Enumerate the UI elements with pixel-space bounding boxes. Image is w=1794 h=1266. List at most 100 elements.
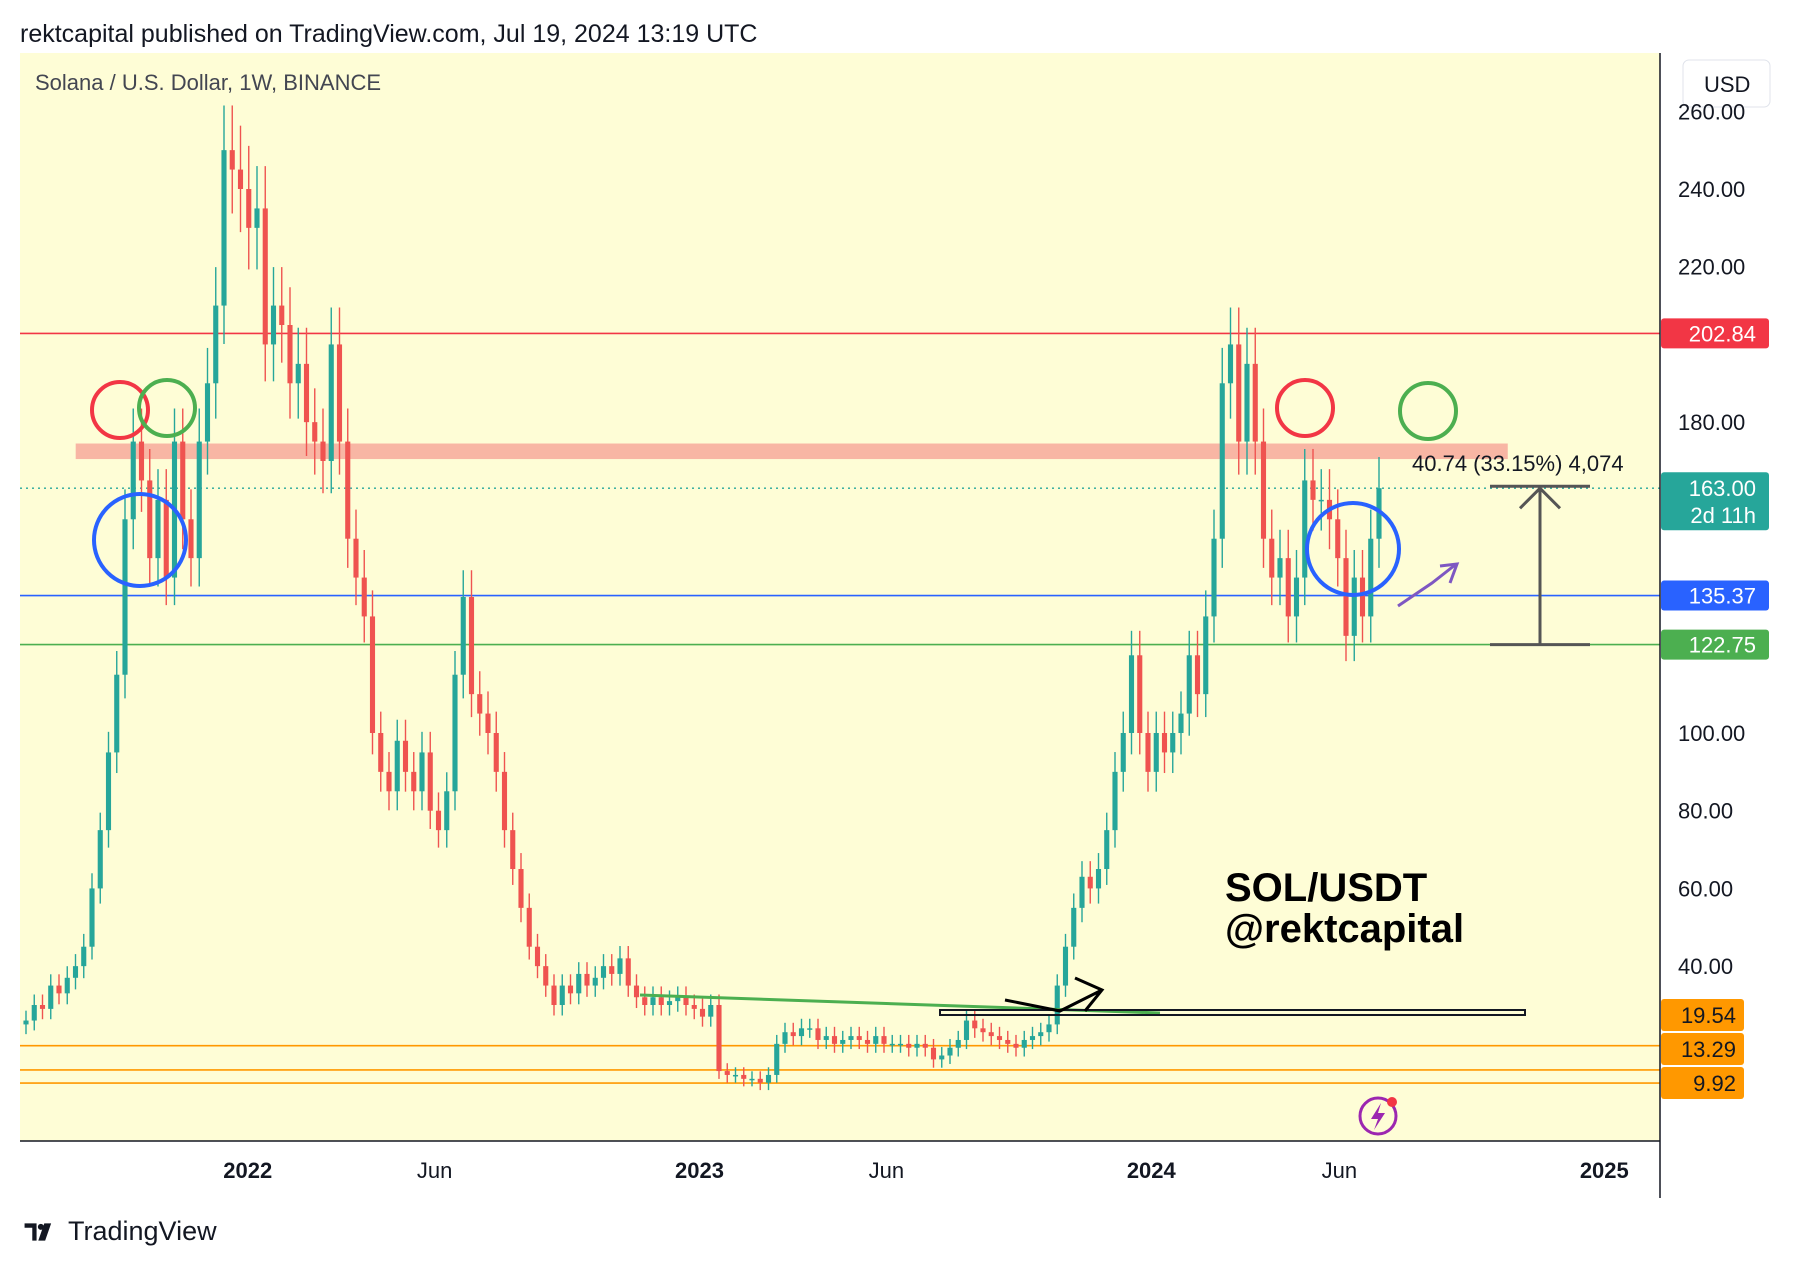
x-tick-label: 2025 (1580, 1158, 1629, 1183)
candle-body (188, 519, 194, 559)
purple-arrow-shaft (1397, 563, 1456, 608)
candle-body (147, 480, 153, 559)
candle-body (213, 305, 219, 384)
candle-body (1038, 1032, 1044, 1037)
candle-body (295, 363, 301, 384)
watermark-symbol: SOL/USDT (1225, 866, 1427, 910)
publish-attribution: rektcapital published on TradingView.com… (20, 20, 758, 48)
candle-body (980, 1028, 986, 1033)
candle-body (988, 1032, 994, 1037)
candle-body (765, 1074, 772, 1083)
candle-body (609, 966, 615, 974)
current-price-tag: 163.00 (1689, 476, 1756, 501)
candle-body (906, 1043, 912, 1048)
candle-body (246, 189, 252, 228)
price-tag-0: 202.84 (1689, 321, 1756, 346)
tradingview-logo-icon (24, 1222, 52, 1241)
candle-body (1046, 1024, 1052, 1033)
candle-body (996, 1036, 1003, 1040)
candle-body (963, 1020, 970, 1040)
footer: TradingView (20, 1216, 217, 1247)
red-circle-marker (90, 380, 150, 440)
candle-body (633, 985, 640, 998)
candle-body (386, 771, 392, 792)
candle-body (534, 946, 541, 967)
candle-body (130, 441, 136, 520)
candle-body (196, 441, 202, 559)
candle-body (402, 740, 409, 772)
candle-body (411, 771, 417, 792)
candle-body (435, 810, 442, 831)
candle-body (1285, 558, 1291, 617)
candle-body (1219, 383, 1225, 539)
blue-circle-marker (1305, 501, 1401, 597)
price-tag-1-bg (1661, 580, 1769, 611)
candle-body (1145, 733, 1151, 772)
red-circle-marker (1275, 378, 1335, 438)
candle-body (823, 1036, 829, 1040)
candle-body (1302, 480, 1308, 578)
candle-body (1203, 616, 1209, 695)
candle-body (39, 1005, 46, 1009)
resistance-zone (75, 443, 1508, 460)
candle-body (947, 1047, 953, 1056)
candle-body (72, 966, 79, 978)
candle-body (31, 1005, 37, 1021)
candle-body (1095, 869, 1102, 889)
candle-body (1277, 558, 1283, 578)
candle-body (1244, 363, 1250, 442)
green-circle-marker (137, 378, 197, 438)
candle-body (378, 733, 384, 772)
candle-body (1351, 577, 1357, 636)
candle-body (831, 1036, 838, 1044)
orange-tag-bg-2 (1661, 1067, 1744, 1099)
candle-body (64, 977, 70, 994)
candle-body (485, 713, 491, 733)
candle-body (81, 946, 87, 967)
candle-body (840, 1039, 846, 1044)
currency-button[interactable]: USD (1682, 59, 1771, 108)
current-price-countdown: 2d 11h (1690, 503, 1756, 528)
candle-body (1104, 830, 1110, 869)
candle-body (848, 1036, 854, 1040)
candle-body (543, 966, 549, 986)
candle-body (889, 1043, 895, 1046)
candle-body (873, 1036, 879, 1044)
candle-body (345, 441, 351, 539)
x-tick-label: Jun (1322, 1158, 1357, 1183)
candle-body (807, 1028, 813, 1030)
candle-body (1211, 538, 1217, 617)
consolidation-box (939, 1009, 1526, 1016)
time-axis-background (20, 1141, 1660, 1198)
y-tick-label: 100.00 (1678, 721, 1745, 746)
candle-body (1359, 577, 1366, 617)
candle-body (394, 740, 400, 792)
candle-body (798, 1028, 805, 1037)
footer-brand: TradingView (68, 1216, 217, 1246)
y-tick-label: 60.00 (1678, 876, 1733, 901)
price-tag-2: 122.75 (1689, 633, 1756, 658)
x-tick-label: 2022 (223, 1158, 272, 1183)
candle-body (97, 830, 103, 889)
candle-body (155, 499, 161, 559)
candle-body (757, 1078, 763, 1083)
candle-body (163, 499, 169, 578)
candle-body (122, 519, 128, 675)
x-tick-label: Jun (417, 1158, 452, 1183)
price-chart[interactable]: 40.74 (33.15%) 4,074 Solana / U.S. Dolla… (20, 53, 1783, 1198)
candle-body (427, 752, 433, 811)
x-tick-label: Jun (869, 1158, 904, 1183)
watermark-handle: @rektcapital (1225, 907, 1464, 951)
y-tick-label: 240.00 (1678, 177, 1745, 202)
candle-body (576, 973, 582, 994)
candle-body (279, 305, 285, 325)
candle-body (939, 1055, 945, 1060)
candle-body (1236, 344, 1242, 442)
resistance-zone-band (75, 443, 1508, 460)
candle-body (650, 997, 656, 1005)
candle-body (1079, 876, 1085, 908)
lightning-icon[interactable] (1358, 1096, 1398, 1136)
annotations: 40.74 (33.15%) 4,074 (90, 378, 1624, 1016)
candle-body (105, 752, 112, 831)
